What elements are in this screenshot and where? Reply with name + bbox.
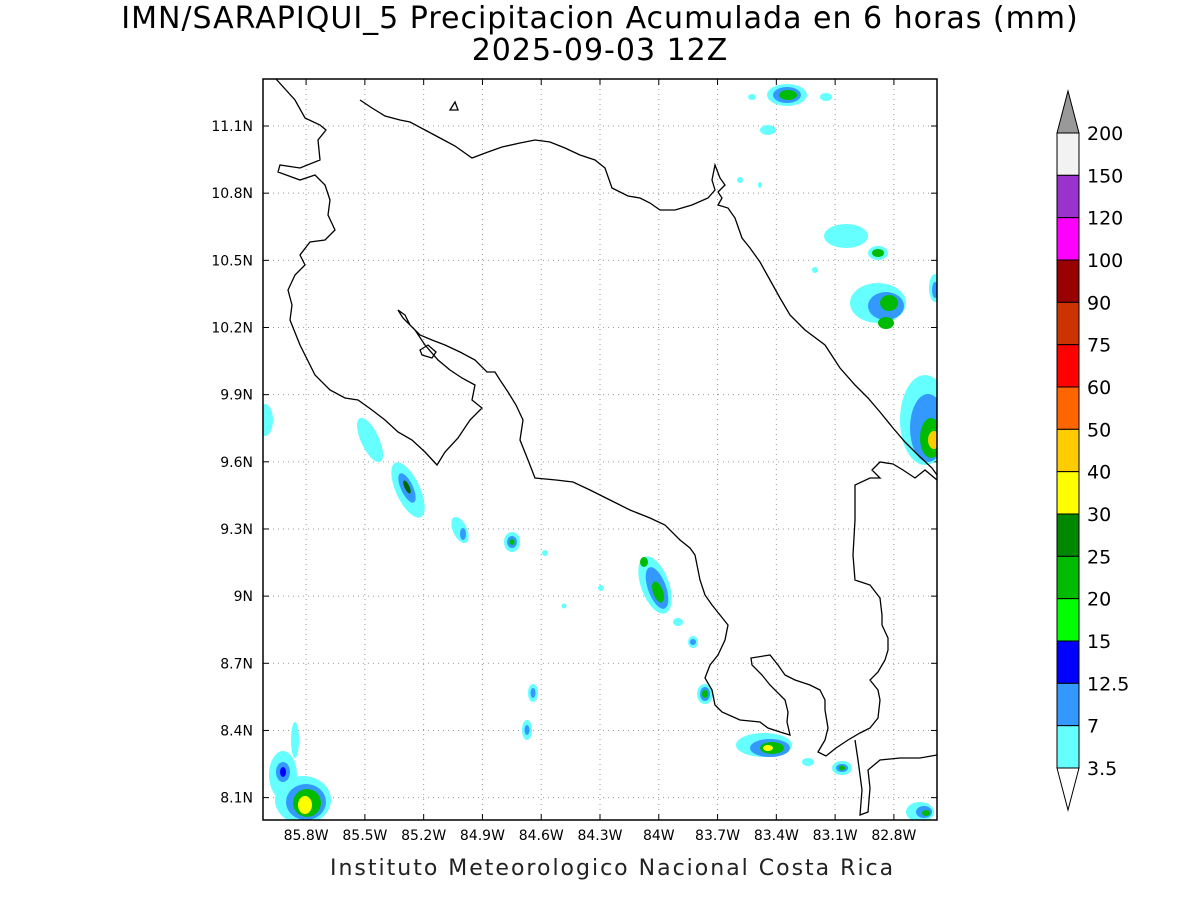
colorbar-label: 25 xyxy=(1087,546,1111,568)
axis-labels: 85.8W 85.5W 85.2W 84.9W 84.6W 84.3W 84W 83.7W 83… xyxy=(211,119,916,844)
colorbar-swatch xyxy=(1056,132,1080,176)
lat-tick-label: 11.1N xyxy=(211,119,253,135)
lat-tick-label: 9N xyxy=(234,589,253,605)
lon-tick-label: 82.8W xyxy=(871,828,916,844)
colorbar-label: 7 xyxy=(1087,716,1099,738)
grid-lines xyxy=(263,79,937,820)
lon-tick-label: 85.5W xyxy=(342,828,387,844)
precip-cell-northeast xyxy=(748,84,832,135)
colorbar-label: 60 xyxy=(1087,377,1111,399)
lat-tick-label: 8.4N xyxy=(220,723,253,739)
colorbar-label: 40 xyxy=(1087,462,1111,484)
lat-tick-label: 8.7N xyxy=(220,656,253,672)
lat-tick-label: 10.5N xyxy=(211,253,253,269)
colorbar-swatch xyxy=(1056,640,1080,684)
colorbar-label: 200 xyxy=(1087,123,1123,145)
precip-cells-pacific xyxy=(263,177,934,820)
lon-tick-label: 83.4W xyxy=(754,828,799,844)
precip-cell-caribbean xyxy=(824,224,937,465)
colorbar-under-triangle xyxy=(1056,767,1080,812)
lon-tick-label: 83.7W xyxy=(695,828,740,844)
lon-tick-label: 85.2W xyxy=(401,828,446,844)
lon-tick-label: 85.8W xyxy=(284,828,329,844)
footer-credit: Instituto Meteorologico Nacional Costa R… xyxy=(330,856,896,881)
colorbar-swatch xyxy=(1056,344,1080,388)
colorbar-swatch xyxy=(1056,555,1080,600)
colorbar-label: 50 xyxy=(1087,419,1111,441)
colorbar-swatch xyxy=(1056,259,1080,303)
lon-tick-label: 84W xyxy=(643,828,675,844)
lat-tick-label: 9.9N xyxy=(220,388,253,404)
lon-tick-label: 84.3W xyxy=(577,828,622,844)
lat-tick-label: 9.6N xyxy=(220,455,253,471)
colorbar-swatch xyxy=(1056,725,1080,769)
lat-tick-label: 9.3N xyxy=(220,522,253,538)
colorbar-swatch xyxy=(1056,471,1080,515)
colorbar-label: 90 xyxy=(1087,292,1111,314)
colorbar-label: 75 xyxy=(1087,335,1111,357)
colorbar-label: 30 xyxy=(1087,504,1111,526)
colorbar-label: 3.5 xyxy=(1087,758,1117,780)
map-frame xyxy=(262,78,938,821)
colorbar-swatch xyxy=(1056,174,1080,219)
lon-tick-label: 84.9W xyxy=(460,828,505,844)
colorbar-swatch xyxy=(1056,386,1080,430)
colorbar-swatch xyxy=(1056,598,1080,642)
lon-tick-label: 84.6W xyxy=(519,828,564,844)
colorbar-swatch xyxy=(1056,428,1080,473)
colorbar-label: 150 xyxy=(1087,165,1123,187)
map-title: IMN/SARAPIQUI_5 Precipitacion Acumulada … xyxy=(121,1,1079,36)
colorbar-swatch xyxy=(1056,217,1080,261)
colorbar-swatch xyxy=(1056,513,1080,557)
colorbar-swatch xyxy=(1056,682,1080,727)
colorbar-label: 100 xyxy=(1087,250,1123,272)
lat-tick-label: 10.2N xyxy=(211,320,253,336)
lat-tick-label: 8.1N xyxy=(220,791,253,807)
colorbar-label: 120 xyxy=(1087,208,1123,230)
map-subtitle: 2025-09-03 12Z xyxy=(471,33,729,68)
colorbar-label: 15 xyxy=(1087,631,1111,653)
lat-tick-label: 10.8N xyxy=(211,186,253,202)
lon-tick-label: 83.1W xyxy=(813,828,858,844)
colorbar-swatch xyxy=(1056,301,1080,346)
coastline xyxy=(275,79,937,816)
colorbar-label: 20 xyxy=(1087,589,1111,611)
colorbar-label: 12.5 xyxy=(1087,673,1129,695)
colorbar: 200 150 120 100 90 75 60 50 40 30 25 20 15 12.5 7 3.5 xyxy=(1056,89,1129,812)
colorbar-over-triangle xyxy=(1056,89,1080,134)
